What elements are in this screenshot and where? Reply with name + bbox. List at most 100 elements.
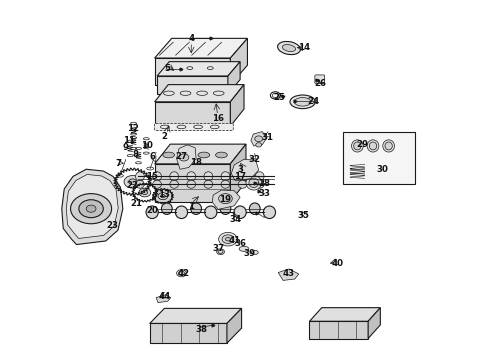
Ellipse shape xyxy=(170,172,178,181)
Ellipse shape xyxy=(238,180,247,188)
Text: 38: 38 xyxy=(195,325,207,334)
Polygon shape xyxy=(155,39,247,58)
Text: 13: 13 xyxy=(158,190,171,199)
Ellipse shape xyxy=(221,172,230,181)
Polygon shape xyxy=(310,308,380,321)
Polygon shape xyxy=(155,85,244,102)
Circle shape xyxy=(255,136,263,141)
Ellipse shape xyxy=(153,172,161,181)
Ellipse shape xyxy=(246,176,262,190)
Ellipse shape xyxy=(249,178,259,188)
FancyBboxPatch shape xyxy=(315,75,325,84)
Ellipse shape xyxy=(136,172,145,181)
Polygon shape xyxy=(278,269,299,280)
Ellipse shape xyxy=(277,41,300,55)
Text: 9: 9 xyxy=(122,143,128,152)
Ellipse shape xyxy=(383,140,394,152)
Text: 32: 32 xyxy=(249,155,261,164)
Text: 30: 30 xyxy=(377,165,389,174)
Text: 33: 33 xyxy=(259,189,270,198)
Ellipse shape xyxy=(249,203,260,215)
Text: 28: 28 xyxy=(259,179,270,188)
Text: 29: 29 xyxy=(356,140,368,149)
Polygon shape xyxy=(155,164,230,202)
Polygon shape xyxy=(157,62,240,76)
Text: 42: 42 xyxy=(178,269,190,278)
Ellipse shape xyxy=(178,271,184,275)
Text: 19: 19 xyxy=(220,195,231,204)
Text: 17: 17 xyxy=(234,172,246,181)
Text: 40: 40 xyxy=(332,259,344,268)
Text: 12: 12 xyxy=(126,123,139,132)
Ellipse shape xyxy=(354,142,361,150)
Polygon shape xyxy=(230,39,247,85)
Text: 15: 15 xyxy=(146,172,158,181)
Polygon shape xyxy=(62,169,123,244)
Polygon shape xyxy=(155,102,230,126)
Ellipse shape xyxy=(170,180,178,188)
Polygon shape xyxy=(228,62,240,94)
Polygon shape xyxy=(150,323,227,343)
Polygon shape xyxy=(66,175,118,238)
Polygon shape xyxy=(231,159,259,181)
Ellipse shape xyxy=(210,125,219,129)
Text: 37: 37 xyxy=(212,244,224,253)
Text: 27: 27 xyxy=(175,152,188,161)
Ellipse shape xyxy=(290,95,316,109)
Ellipse shape xyxy=(146,206,158,219)
Text: 41: 41 xyxy=(228,237,240,246)
FancyBboxPatch shape xyxy=(155,123,233,131)
Text: 34: 34 xyxy=(229,215,241,224)
Text: 20: 20 xyxy=(146,206,158,215)
Text: 6: 6 xyxy=(149,152,155,161)
Ellipse shape xyxy=(255,172,264,181)
Circle shape xyxy=(86,205,96,212)
Text: 11: 11 xyxy=(122,136,135,145)
Ellipse shape xyxy=(218,250,223,253)
Ellipse shape xyxy=(161,203,172,215)
Polygon shape xyxy=(150,309,242,323)
Ellipse shape xyxy=(153,180,161,188)
Polygon shape xyxy=(156,295,171,303)
Ellipse shape xyxy=(216,152,227,158)
Text: 22: 22 xyxy=(126,181,139,190)
Ellipse shape xyxy=(282,45,295,51)
Circle shape xyxy=(219,194,232,204)
Ellipse shape xyxy=(191,203,201,215)
Ellipse shape xyxy=(176,270,186,277)
Circle shape xyxy=(129,179,137,185)
Circle shape xyxy=(71,194,112,224)
Ellipse shape xyxy=(221,180,230,188)
Circle shape xyxy=(161,194,165,198)
Polygon shape xyxy=(155,144,246,164)
Ellipse shape xyxy=(294,98,311,106)
Ellipse shape xyxy=(217,249,224,255)
Ellipse shape xyxy=(198,152,210,158)
Polygon shape xyxy=(310,321,368,338)
Circle shape xyxy=(139,188,151,197)
Ellipse shape xyxy=(163,152,174,158)
Text: 21: 21 xyxy=(130,199,143,208)
Ellipse shape xyxy=(351,140,363,152)
Ellipse shape xyxy=(234,206,246,219)
Ellipse shape xyxy=(136,180,145,188)
Text: 16: 16 xyxy=(212,114,224,123)
Text: 25: 25 xyxy=(273,93,285,102)
Text: 2: 2 xyxy=(161,132,168,141)
Ellipse shape xyxy=(187,172,196,181)
Ellipse shape xyxy=(367,140,379,152)
Circle shape xyxy=(79,200,103,218)
Text: 14: 14 xyxy=(297,43,310,52)
Ellipse shape xyxy=(205,206,217,219)
Circle shape xyxy=(142,190,147,194)
Ellipse shape xyxy=(204,180,213,188)
Text: 24: 24 xyxy=(307,96,319,105)
Polygon shape xyxy=(230,85,244,126)
Circle shape xyxy=(158,193,168,200)
Ellipse shape xyxy=(239,246,249,251)
Text: 1: 1 xyxy=(188,202,194,211)
Ellipse shape xyxy=(220,203,231,215)
Text: 26: 26 xyxy=(315,79,327,88)
Circle shape xyxy=(124,175,141,188)
Ellipse shape xyxy=(175,206,188,219)
